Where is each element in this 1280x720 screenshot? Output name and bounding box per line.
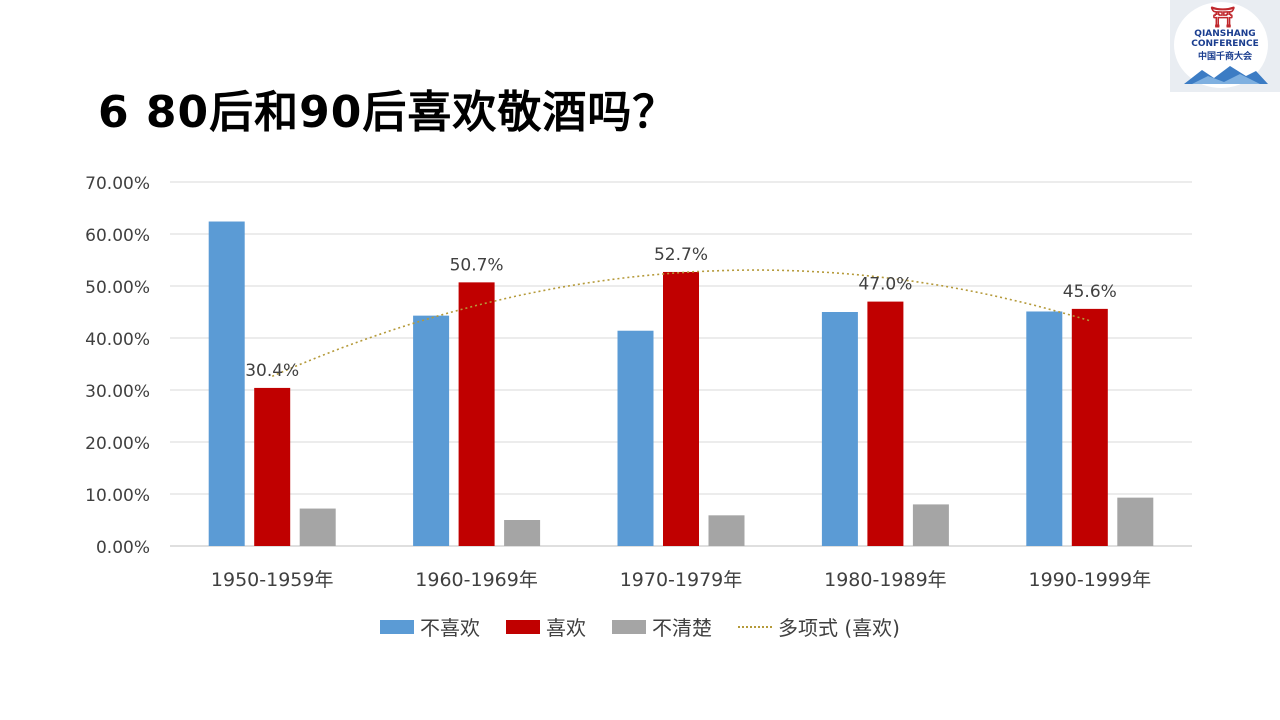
y-tick-label: 50.00% xyxy=(85,278,150,298)
logo-text-line1: QIANSHANG xyxy=(1194,29,1256,39)
y-tick-label: 30.00% xyxy=(85,382,150,402)
bar-unsure xyxy=(708,515,745,546)
x-tick-label: 1970-1979年 xyxy=(620,569,743,591)
y-axis-tick-labels: 0.00% 10.00% 20.00% 30.00% 40.00% 50.00% 60.00… xyxy=(85,174,150,558)
y-tick-label: 70.00% xyxy=(85,174,150,194)
logo-emblem-icon: ⛩ xyxy=(1210,5,1236,29)
bar-unsure xyxy=(504,520,541,546)
y-tick-label: 60.00% xyxy=(85,226,150,246)
logo-mountain-icon xyxy=(1184,66,1268,84)
bar-like xyxy=(1071,308,1108,546)
y-tick-label: 10.00% xyxy=(85,486,150,506)
data-label: 45.6% xyxy=(1063,282,1117,302)
legend-label-trendline: 多项式 (喜欢) xyxy=(778,616,900,640)
bar-unsure xyxy=(912,504,949,546)
conference-logo: ⛩ QIANSHANG CONFERENCE 中国千商大会 xyxy=(1170,0,1280,92)
data-label: 52.7% xyxy=(654,245,708,265)
bar-like xyxy=(458,282,495,546)
y-tick-label: 20.00% xyxy=(85,434,150,454)
legend-swatch-like xyxy=(506,619,541,634)
logo-text-line3: 中国千商大会 xyxy=(1197,52,1252,62)
logo-text-line2: CONFERENCE xyxy=(1191,39,1259,49)
bar-dislike xyxy=(413,315,450,546)
bar-dislike xyxy=(208,221,245,546)
bar-like xyxy=(867,301,904,546)
x-axis-tick-labels: 1950-1959年 1960-1969年 1970-1979年 1980-1989年… xyxy=(211,569,1151,591)
legend: 不喜欢 喜欢 不清楚 多项式 (喜欢) xyxy=(0,612,1280,641)
bar-unsure xyxy=(299,508,336,546)
data-label: 30.4% xyxy=(245,361,299,381)
x-tick-label: 1960-1969年 xyxy=(415,569,538,591)
data-label: 47.0% xyxy=(858,275,912,295)
legend-label-unsure: 不清楚 xyxy=(652,616,713,640)
bar-like xyxy=(254,387,291,546)
legend-label-like: 喜欢 xyxy=(546,616,587,640)
legend-item-unsure: 不清楚 xyxy=(612,612,712,641)
bars xyxy=(208,221,1154,546)
slide-title: 6 80后和90后喜欢敬酒吗？ xyxy=(98,87,678,138)
bar-dislike xyxy=(617,330,654,546)
bar-dislike xyxy=(1026,311,1063,546)
x-tick-label: 1990-1999年 xyxy=(1029,569,1152,591)
bar-unsure xyxy=(1117,497,1154,546)
legend-swatch-unsure xyxy=(612,619,647,634)
legend-item-trendline: 多项式 (喜欢) xyxy=(738,612,900,641)
bar-like xyxy=(663,271,699,546)
legend-item-like: 喜欢 xyxy=(506,612,586,641)
trendline xyxy=(271,269,1091,378)
data-labels: 30.4% 50.7% 52.7% 47.0% 45.6% xyxy=(245,245,1117,381)
data-label: 50.7% xyxy=(450,255,504,275)
x-tick-label: 1950-1959年 xyxy=(211,569,334,591)
y-tick-label: 40.00% xyxy=(85,330,150,350)
trendline-like xyxy=(271,269,1091,378)
x-tick-label: 1980-1989年 xyxy=(824,569,947,591)
y-tick-label: 0.00% xyxy=(96,538,150,558)
legend-label-dislike: 不喜欢 xyxy=(420,616,481,640)
legend-item-dislike: 不喜欢 xyxy=(380,612,480,641)
legend-swatch-dislike xyxy=(380,619,415,634)
bar-dislike xyxy=(821,312,858,546)
legend-swatch-trendline xyxy=(738,625,773,628)
